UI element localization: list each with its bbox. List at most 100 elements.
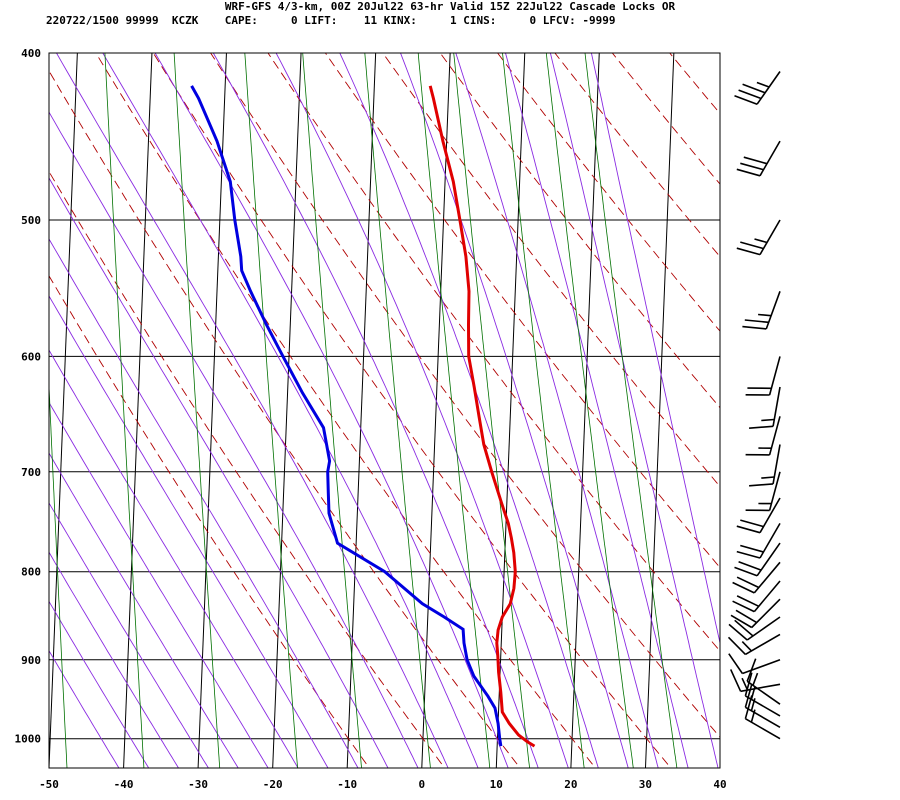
- temperature-tick-label: -20: [263, 778, 283, 791]
- mixing-ratio-line: [244, 53, 299, 768]
- moist-adiabat-line: [505, 53, 689, 768]
- moist-adiabat-line: [212, 53, 539, 768]
- wind-barb: [736, 522, 781, 559]
- wind-barb: [734, 542, 781, 577]
- wind-barb-column: [727, 71, 781, 740]
- pressure-tick-label: 700: [21, 466, 41, 479]
- wind-barb: [742, 291, 781, 330]
- chart-title: WRF-GFS 4/3-km, 00Z 20Jul22 63-hr Valid …: [224, 0, 676, 13]
- moist-adiabat-line: [154, 53, 509, 768]
- moist-adiabat-line: [49, 452, 239, 768]
- isotherm-line: [123, 53, 153, 768]
- moist-adiabat-line: [49, 295, 329, 768]
- moist-adiabat-line: [275, 53, 569, 768]
- moist-adiabat-line: [49, 502, 209, 768]
- moist-adiabat-line: [49, 600, 150, 768]
- isotherm-line: [869, 34, 898, 775]
- temperature-tick-label: -50: [39, 778, 59, 791]
- moist-adiabat-line: [400, 53, 629, 768]
- pressure-tick-label: 1000: [15, 733, 42, 746]
- dewpoint-trace: [190, 85, 503, 747]
- dry-adiabat-line: [49, 70, 521, 768]
- plot-frame: [48, 52, 721, 769]
- isotherm-line: [49, 53, 78, 768]
- mixing-ratio-line: [502, 53, 585, 768]
- mixing-ratio-line: [453, 53, 531, 768]
- pressure-tick-label: 500: [21, 214, 41, 227]
- wind-barb: [749, 444, 781, 487]
- temperature-trace: [428, 85, 536, 748]
- moist-adiabat-line: [102, 53, 479, 768]
- wind-barb: [736, 219, 781, 256]
- mixing-ratio-line: [417, 53, 491, 768]
- temperature-tick-label: 20: [564, 778, 577, 791]
- temperature-tick-label: -40: [114, 778, 134, 791]
- temperature-tick-label: 0: [418, 778, 425, 791]
- mixing-ratio-line: [545, 53, 634, 768]
- moist-adiabat-line: [455, 53, 659, 768]
- dry-adiabat-line: [49, 275, 370, 768]
- mixing-ratio-line: [49, 377, 68, 768]
- isotherm-line: [644, 53, 675, 768]
- moist-adiabat-line: [55, 53, 449, 768]
- dry-adiabat-line: [49, 170, 446, 768]
- mixing-ratio-line: [104, 53, 145, 768]
- wind-barb: [728, 616, 781, 641]
- moist-adiabat-line: [49, 551, 180, 768]
- pressure-tick-label: 400: [21, 47, 41, 60]
- wind-barb: [730, 598, 781, 629]
- moist-adiabat-line: [49, 111, 419, 768]
- temperature-tick-label: -10: [337, 778, 357, 791]
- moist-adiabat-line: [49, 401, 269, 768]
- wind-barb: [736, 140, 781, 177]
- dry-adiabat-line: [382, 53, 720, 488]
- dry-adiabat-line: [497, 53, 720, 332]
- dry-adiabat-line: [267, 53, 720, 652]
- isotherm-line: [570, 53, 600, 768]
- pressure-tick-label: 600: [21, 350, 41, 363]
- axis-labels: 400 500 600 700 800 900 1000 -50 -40 -30 -20 -10 0 10…: [15, 47, 727, 791]
- pressure-tick-label: 900: [21, 654, 41, 667]
- mixing-ratio-line: [302, 53, 363, 768]
- temperature-tick-label: 40: [713, 778, 726, 791]
- pressure-tick-label: 800: [21, 566, 41, 579]
- isotherm-line: [346, 53, 377, 768]
- moist-adiabat-line: [49, 238, 359, 768]
- plot-area: [0, 34, 898, 775]
- wind-barb: [745, 356, 781, 396]
- isotherm-line: [272, 53, 302, 768]
- mixing-ratio-line: [584, 53, 678, 768]
- isotherm-line: [421, 53, 451, 768]
- wind-barb: [734, 71, 781, 105]
- moist-adiabat-line: [590, 53, 720, 645]
- wind-barb: [745, 416, 781, 456]
- dry-adiabat-line: [324, 53, 720, 569]
- isotherm-line: [794, 34, 823, 775]
- dry-adiabat-line: [554, 53, 720, 258]
- wind-barb: [728, 653, 781, 675]
- wind-barb: [732, 580, 781, 613]
- wind-barb: [732, 561, 781, 594]
- mixing-ratio-line: [364, 53, 431, 768]
- dry-adiabat-line: [152, 53, 672, 768]
- moist-adiabat-line: [49, 649, 120, 768]
- wind-barb: [749, 386, 781, 429]
- moist-adiabat-line: [49, 177, 389, 768]
- dry-adiabat-line: [95, 53, 597, 768]
- temperature-tick-label: -30: [188, 778, 208, 791]
- wind-barb: [745, 471, 781, 512]
- dry-adiabat-line: [611, 53, 720, 185]
- temperature-tick-label: 10: [490, 778, 503, 791]
- isotherm-line: [0, 34, 4, 775]
- mixing-ratio-line: [173, 53, 221, 768]
- moist-adiabat-line: [549, 53, 719, 768]
- isotherm-line: [719, 755, 720, 768]
- wind-barb: [736, 497, 781, 534]
- wind-barb: [729, 669, 781, 693]
- chart-subtitle-indices: 220722/1500 99999 KCZK CAPE: 0 LIFT: 11 …: [46, 14, 616, 27]
- moist-adiabat-line: [49, 349, 299, 768]
- isotherm-line: [495, 53, 526, 768]
- dry-adiabat-line: [210, 53, 720, 738]
- temperature-tick-label: 30: [639, 778, 652, 791]
